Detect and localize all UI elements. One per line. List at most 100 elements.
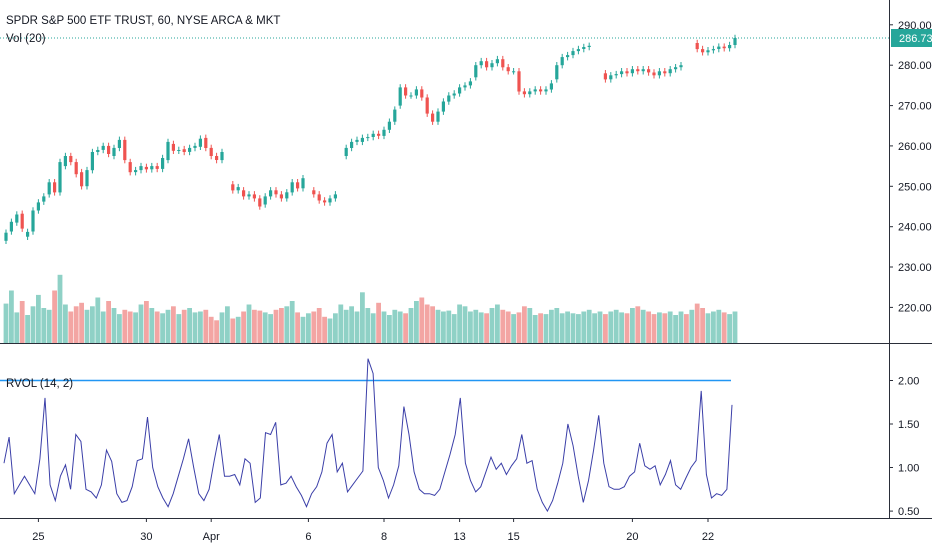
candle[interactable]: [398, 84, 402, 109]
candle-body[interactable]: [474, 65, 478, 78]
candle[interactable]: [571, 47, 575, 59]
candle[interactable]: [468, 78, 472, 89]
candle-body[interactable]: [139, 166, 143, 171]
candle[interactable]: [706, 47, 710, 56]
candle-body[interactable]: [58, 162, 62, 193]
candle[interactable]: [679, 62, 683, 71]
candle[interactable]: [112, 144, 116, 160]
candle-body[interactable]: [4, 232, 8, 241]
candle-body[interactable]: [652, 72, 656, 76]
candle-body[interactable]: [722, 46, 726, 49]
rvol-indicator-label[interactable]: RVOL (14, 2): [6, 378, 74, 390]
candle-body[interactable]: [414, 89, 418, 96]
candle[interactable]: [512, 68, 516, 75]
candle-body[interactable]: [733, 38, 737, 45]
candle[interactable]: [674, 64, 678, 73]
candle-body[interactable]: [371, 133, 375, 137]
candle[interactable]: [274, 187, 278, 198]
candle[interactable]: [101, 142, 105, 154]
candle-body[interactable]: [625, 71, 629, 74]
candle[interactable]: [36, 199, 40, 214]
candle-body[interactable]: [431, 113, 435, 122]
rvol-series-line[interactable]: [3, 358, 733, 513]
candle[interactable]: [366, 133, 370, 142]
candle-body[interactable]: [155, 166, 159, 169]
candle-body[interactable]: [74, 162, 78, 175]
candle[interactable]: [614, 70, 618, 79]
candle[interactable]: [31, 207, 35, 235]
candle-body[interactable]: [26, 231, 30, 237]
candle-body[interactable]: [188, 147, 192, 152]
candle-body[interactable]: [9, 221, 13, 232]
candle[interactable]: [387, 118, 391, 134]
rvol-pane[interactable]: [0, 358, 733, 513]
candle-body[interactable]: [85, 170, 89, 187]
candle-body[interactable]: [177, 150, 181, 151]
candle-body[interactable]: [182, 149, 186, 152]
candle[interactable]: [474, 62, 478, 81]
candle[interactable]: [74, 158, 78, 178]
candle[interactable]: [182, 145, 186, 156]
candle[interactable]: [328, 195, 332, 206]
candle[interactable]: [63, 152, 67, 170]
candle[interactable]: [4, 229, 8, 245]
candle-body[interactable]: [555, 65, 559, 80]
candle[interactable]: [528, 88, 532, 98]
candle[interactable]: [279, 191, 283, 202]
candle[interactable]: [53, 179, 57, 196]
candle-body[interactable]: [317, 194, 321, 201]
candle[interactable]: [258, 195, 262, 210]
candle[interactable]: [231, 181, 235, 194]
candle[interactable]: [533, 86, 537, 95]
candle-body[interactable]: [231, 184, 235, 191]
candle[interactable]: [166, 138, 170, 164]
candle-body[interactable]: [15, 214, 19, 223]
candle-body[interactable]: [198, 138, 202, 147]
candle[interactable]: [128, 158, 132, 176]
candle[interactable]: [188, 144, 192, 156]
candle-body[interactable]: [463, 85, 467, 88]
candle[interactable]: [117, 136, 121, 152]
candle[interactable]: [425, 94, 429, 117]
candle-body[interactable]: [31, 210, 35, 232]
candle-body[interactable]: [620, 71, 624, 75]
candle-body[interactable]: [495, 59, 499, 64]
candle-body[interactable]: [458, 87, 462, 94]
candle-body[interactable]: [636, 69, 640, 72]
candle-body[interactable]: [566, 55, 570, 58]
candle-body[interactable]: [128, 162, 132, 173]
candle-body[interactable]: [587, 45, 591, 47]
candle-body[interactable]: [171, 143, 175, 151]
candle[interactable]: [263, 193, 267, 208]
candle-body[interactable]: [69, 156, 73, 163]
candle-body[interactable]: [117, 139, 121, 148]
candle[interactable]: [576, 45, 580, 55]
candle[interactable]: [123, 136, 127, 164]
candle-body[interactable]: [290, 182, 294, 193]
candle-body[interactable]: [674, 67, 678, 70]
candle[interactable]: [96, 146, 100, 156]
candle[interactable]: [447, 92, 451, 105]
candle-body[interactable]: [614, 74, 618, 76]
candle[interactable]: [215, 152, 219, 164]
candle-body[interactable]: [236, 187, 240, 191]
candle[interactable]: [490, 60, 494, 71]
candle-body[interactable]: [641, 69, 645, 72]
candle[interactable]: [107, 142, 111, 158]
candle-body[interactable]: [630, 69, 634, 74]
candle[interactable]: [711, 45, 715, 54]
candle-body[interactable]: [468, 81, 472, 86]
candle-body[interactable]: [263, 196, 267, 205]
candle-body[interactable]: [47, 182, 51, 195]
candle[interactable]: [350, 138, 354, 152]
candle[interactable]: [312, 187, 316, 198]
candle[interactable]: [695, 39, 699, 53]
candle[interactable]: [414, 86, 418, 99]
candle[interactable]: [69, 152, 73, 166]
candle-body[interactable]: [582, 47, 586, 49]
candle-body[interactable]: [663, 71, 667, 74]
candle-body[interactable]: [323, 200, 327, 203]
candle-body[interactable]: [355, 139, 359, 142]
candle-body[interactable]: [549, 83, 553, 90]
